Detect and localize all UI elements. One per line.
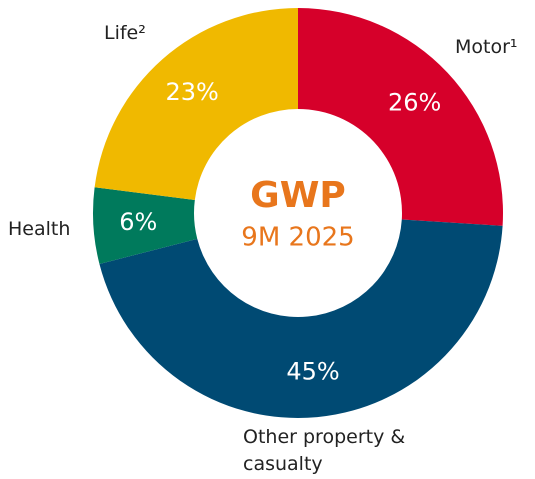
donut-slice [298,8,503,226]
center-title: GWP [250,175,346,216]
value-label: 45% [286,357,339,385]
donut-slice [93,187,198,264]
category-label: Life² [104,22,146,44]
donut-slice [94,8,298,200]
value-label: 26% [388,88,441,116]
value-label: 23% [166,78,219,106]
donut-slice [99,219,503,419]
center-subtitle: 9M 2025 [241,223,354,253]
category-label: Other property & casualty [243,426,406,475]
category-label: Motor¹ [455,36,518,58]
category-label: Health [8,218,71,240]
value-label: 6% [119,208,157,236]
